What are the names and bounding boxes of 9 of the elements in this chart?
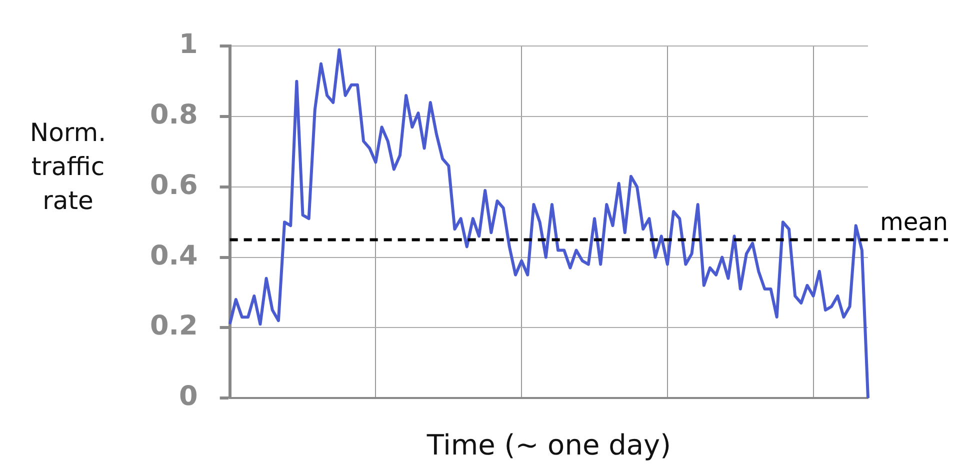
- y-tick-label: 0: [179, 381, 198, 412]
- y-axis-title: Norm. traffic rate: [28, 117, 108, 217]
- y-tick-label: 1: [179, 29, 198, 60]
- x-axis-title: Time (~ one day): [426, 428, 671, 462]
- ref-line-label: mean: [880, 208, 948, 236]
- y-tick-label: 0.8: [150, 100, 198, 131]
- y-tick-label: 0.6: [150, 170, 198, 201]
- y-tick-label: 0.4: [150, 240, 198, 272]
- y-tick-label: 0.2: [150, 310, 198, 342]
